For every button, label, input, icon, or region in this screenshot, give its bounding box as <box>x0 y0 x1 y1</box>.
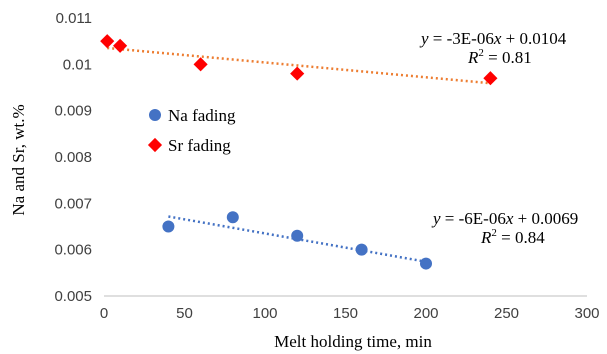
x-tick-label: 150 <box>333 305 358 322</box>
legend-label-na: Na fading <box>168 106 236 125</box>
x-tick-label: 300 <box>574 305 599 322</box>
sr-trend-equation: y = -3E-06x + 0.0104 <box>419 29 567 48</box>
y-tick-label: 0.011 <box>56 10 92 27</box>
sr-data-point <box>113 38 128 53</box>
y-tick-label: 0.007 <box>54 195 92 212</box>
sr-data-point <box>100 34 115 49</box>
na-data-point <box>420 257 432 270</box>
data-points <box>100 34 498 270</box>
y-tick-label: 0.005 <box>54 288 92 305</box>
x-tick-label: 250 <box>494 305 519 322</box>
legend-marker-na <box>149 109 161 121</box>
x-tick-label: 100 <box>252 305 277 322</box>
sr-trend-r2: R2 = 0.81 <box>467 47 532 67</box>
y-axis-title: Na and Sr, wt.% <box>9 104 28 215</box>
na-trend-r2: R2 = 0.84 <box>480 227 545 247</box>
x-tick-labels: 0 50 100 150 200 250 300 <box>100 305 600 322</box>
na-data-point <box>226 211 239 224</box>
y-tick-labels: 0.005 0.006 0.007 0.008 0.009 0.01 0.011 <box>54 10 92 305</box>
x-tick-label: 50 <box>176 305 193 322</box>
trendline-sr <box>107 46 491 85</box>
sr-data-point <box>483 71 498 86</box>
x-tick-label: 0 <box>100 305 108 322</box>
legend-marker-sr <box>147 137 163 153</box>
legend: Na fading Sr fading <box>147 106 236 155</box>
y-tick-label: 0.008 <box>54 149 92 166</box>
y-tick-label: 0.009 <box>54 103 92 120</box>
na-data-point <box>355 243 368 256</box>
na-data-point <box>291 229 304 242</box>
na-trend-equation: y = -6E-06x + 0.0069 <box>431 209 578 228</box>
sr-data-point <box>193 57 208 72</box>
x-axis-title: Melt holding time, min <box>274 332 432 351</box>
y-tick-label: 0.006 <box>54 242 92 259</box>
x-tick-label: 200 <box>413 305 438 322</box>
legend-label-sr: Sr fading <box>168 136 231 155</box>
sr-data-point <box>290 66 305 81</box>
na-data-point <box>162 220 175 233</box>
y-tick-label: 0.01 <box>63 56 92 73</box>
